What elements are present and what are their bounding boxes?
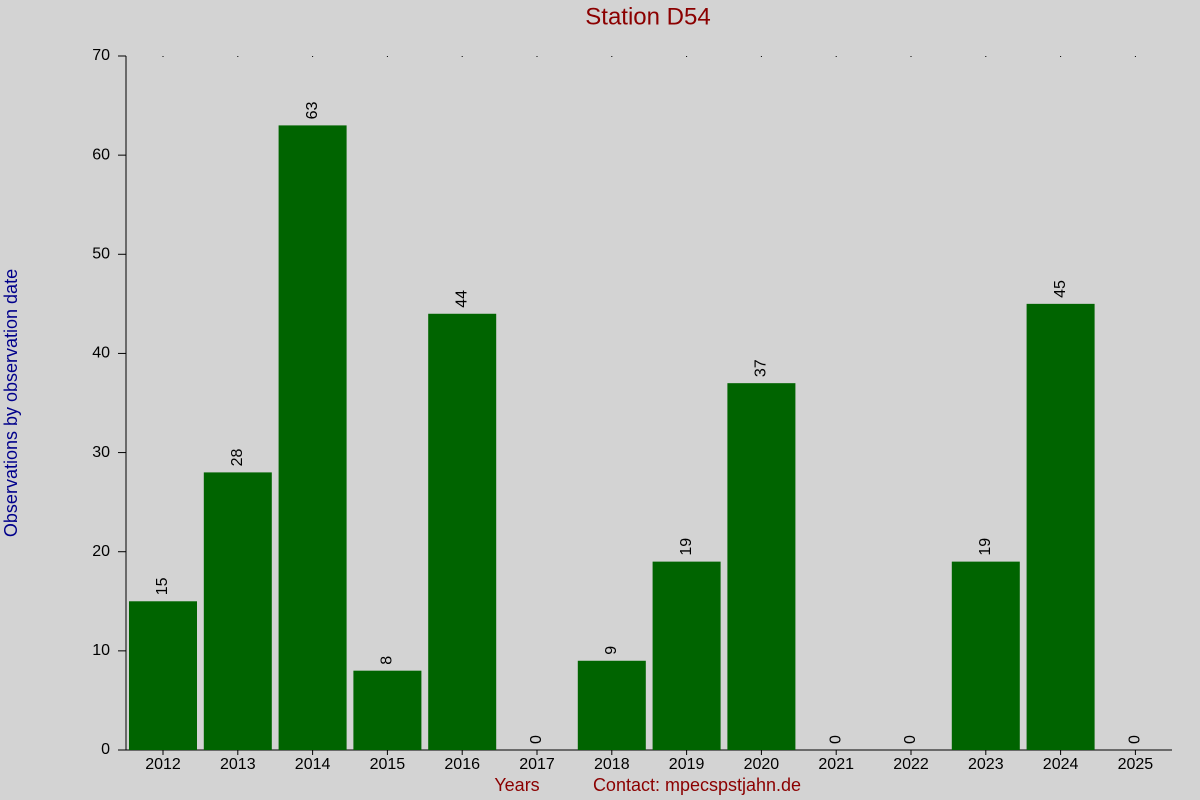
x-tick-label: 2014 <box>295 756 331 773</box>
value-label: 0 <box>528 735 545 744</box>
x-tick-label: 2025 <box>1118 756 1154 773</box>
bar <box>353 670 422 750</box>
chart-title: Station D54 <box>585 3 710 30</box>
top-tick <box>1134 56 1136 57</box>
x-tick-label: 2024 <box>1043 756 1079 773</box>
value-label: 19 <box>977 538 994 556</box>
bar <box>727 383 796 750</box>
top-tick <box>536 56 538 57</box>
value-label: 19 <box>678 538 695 556</box>
bar <box>129 601 197 750</box>
y-tick-label: 70 <box>92 47 110 64</box>
value-label: 0 <box>827 735 844 744</box>
bar <box>428 313 497 750</box>
x-tick-label: 2012 <box>145 756 181 773</box>
top-tick <box>461 56 463 57</box>
y-tick-label: 10 <box>92 642 110 659</box>
y-tick-label: 0 <box>101 741 110 758</box>
bar <box>951 561 1020 750</box>
top-tick <box>1060 56 1062 57</box>
x-tick-label: 2016 <box>444 756 480 773</box>
y-tick-label: 40 <box>92 345 110 362</box>
bar <box>203 472 272 750</box>
x-tick-label: 2018 <box>594 756 630 773</box>
y-axis-label: Observations by observation date <box>1 269 21 537</box>
value-label: 0 <box>902 735 919 744</box>
x-tick-label: 2013 <box>220 756 256 773</box>
x-tick-label: 2023 <box>968 756 1004 773</box>
value-label: 44 <box>453 290 470 308</box>
x-tick-label: 2015 <box>370 756 406 773</box>
value-label: 8 <box>379 656 396 665</box>
top-tick <box>312 56 314 57</box>
contact: Contact: mpecspstjahn.de <box>593 775 801 795</box>
value-label: 15 <box>154 577 171 595</box>
bar <box>577 660 646 750</box>
x-tick-label: 2022 <box>893 756 929 773</box>
value-label: 9 <box>603 646 620 655</box>
top-tick <box>686 56 688 57</box>
value-label: 0 <box>1127 735 1144 744</box>
x-tick-label: 2019 <box>669 756 705 773</box>
top-tick <box>760 56 762 57</box>
value-label: 37 <box>753 359 770 377</box>
top-tick <box>985 56 987 57</box>
value-label: 63 <box>304 102 321 120</box>
x-axis-label: Years <box>494 775 539 795</box>
bar <box>278 125 347 750</box>
top-tick <box>835 56 837 57</box>
top-tick <box>910 56 912 57</box>
top-tick <box>611 56 613 57</box>
x-tick-label: 2020 <box>744 756 780 773</box>
top-tick <box>386 56 388 57</box>
bar <box>652 561 721 750</box>
y-tick-label: 30 <box>92 444 110 461</box>
value-label: 45 <box>1052 280 1069 298</box>
bar <box>1026 303 1095 750</box>
y-tick-label: 50 <box>92 246 110 263</box>
x-tick-label: 2021 <box>818 756 854 773</box>
value-label: 28 <box>229 449 246 467</box>
y-tick-label: 20 <box>92 543 110 560</box>
x-tick-label: 2017 <box>519 756 555 773</box>
top-tick <box>237 56 239 57</box>
y-tick-label: 60 <box>92 146 110 163</box>
top-tick <box>162 56 164 57</box>
